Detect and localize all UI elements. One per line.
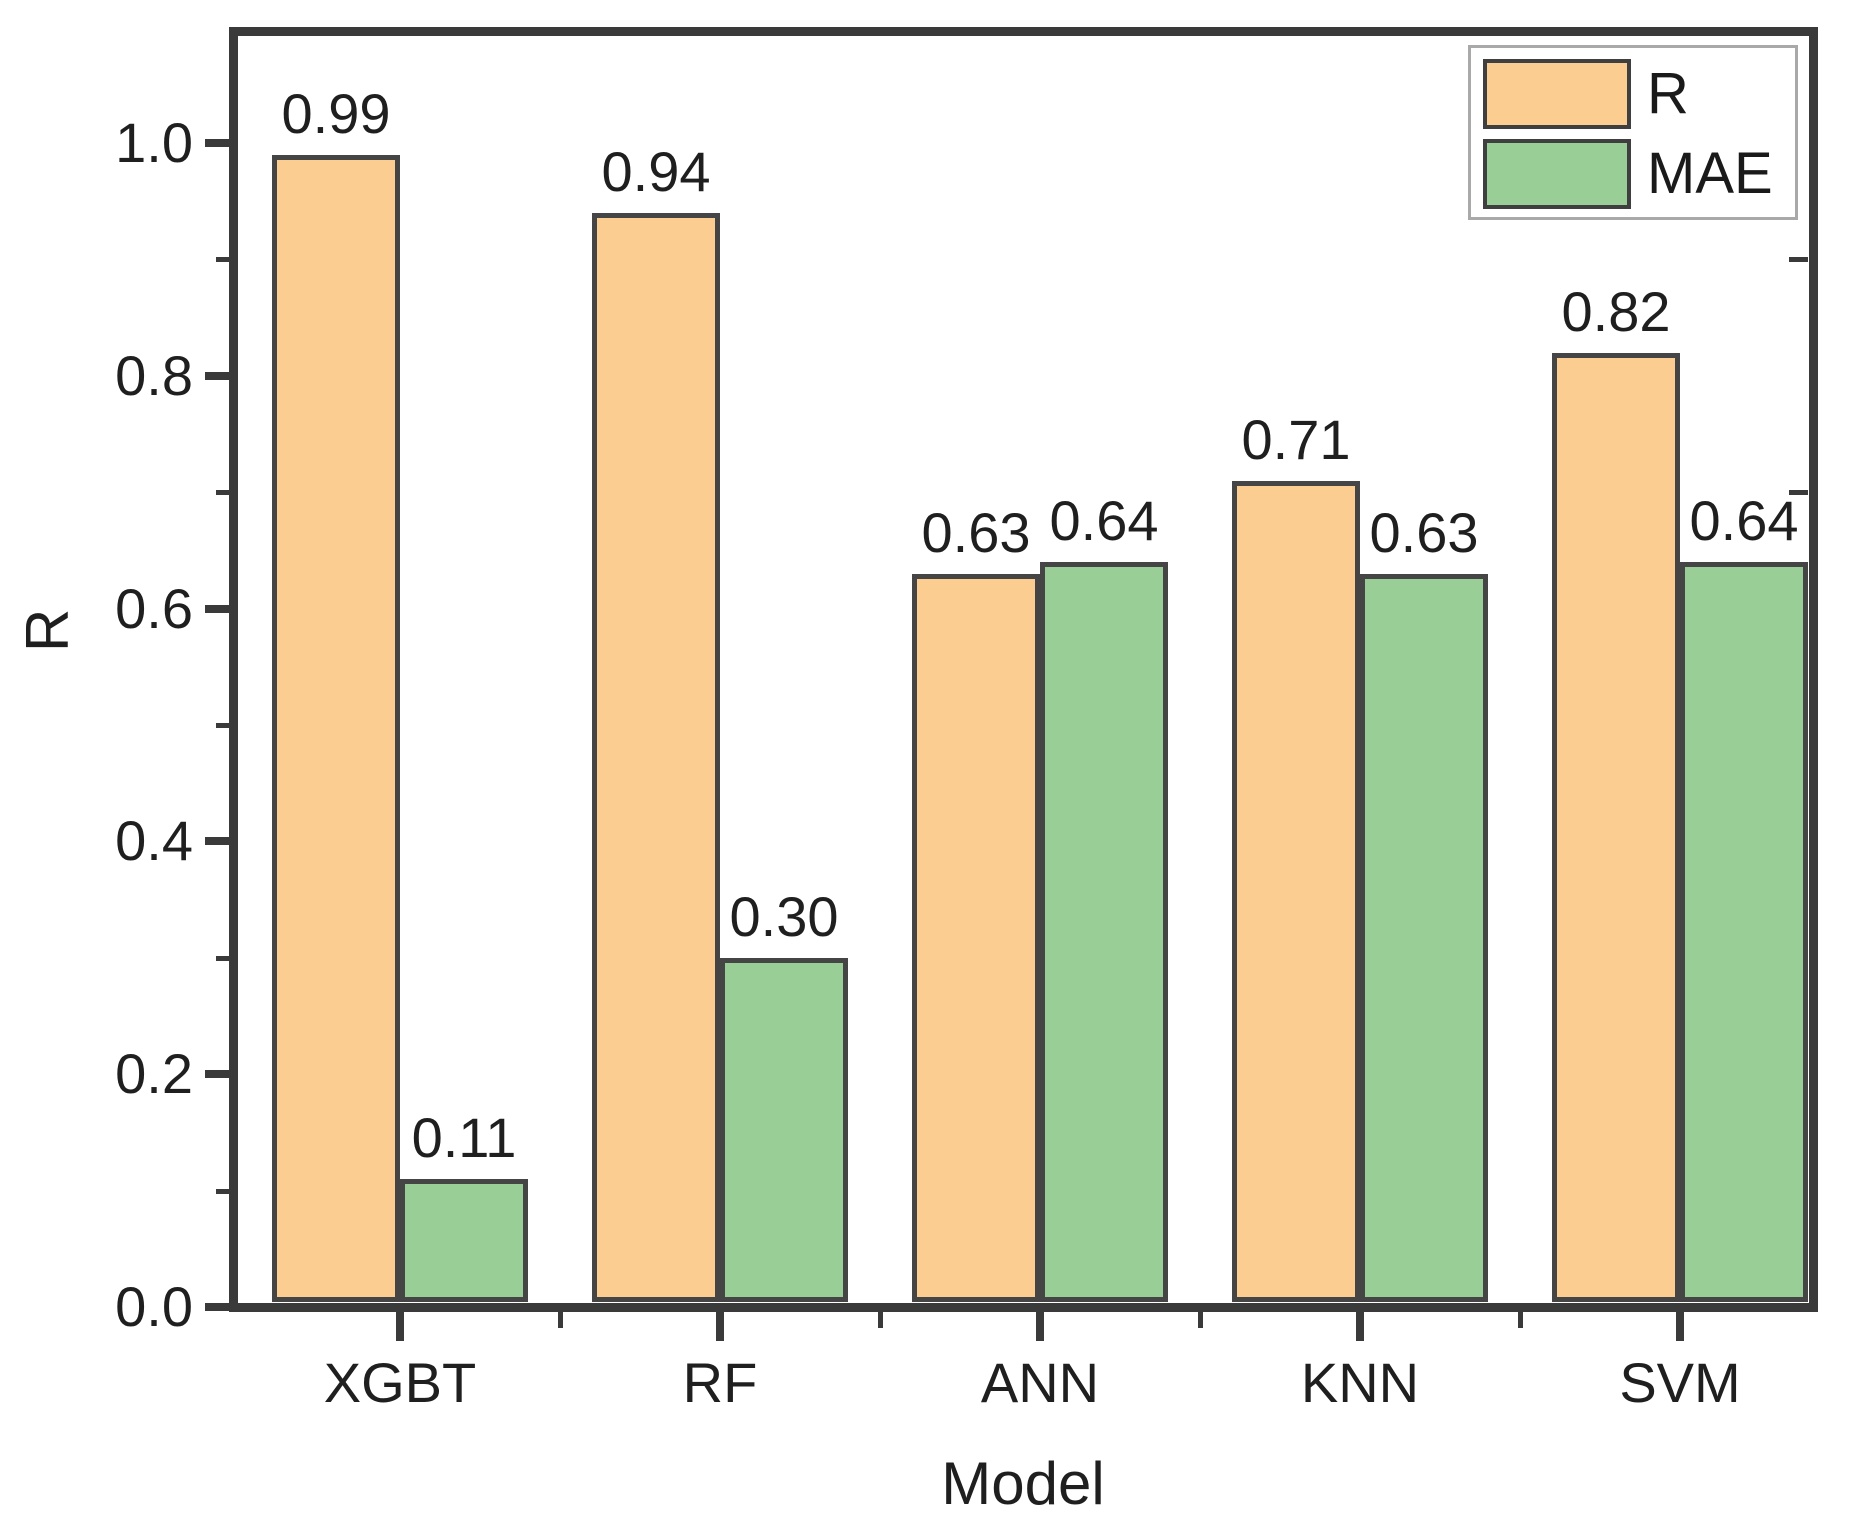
y-tick-label: 0.2 bbox=[115, 1042, 193, 1105]
bar-value-label: 0.64 bbox=[1689, 489, 1799, 552]
bar-value-label: 0.82 bbox=[1561, 280, 1671, 343]
legend: R MAE bbox=[1468, 45, 1798, 220]
bar-value-label: 0.71 bbox=[1241, 408, 1351, 471]
bar-mae-knn bbox=[1360, 574, 1488, 1302]
bar-value-label: 0.63 bbox=[1369, 501, 1479, 564]
bar-r-ann bbox=[912, 574, 1040, 1302]
x-tick-label: SVM bbox=[1619, 1351, 1741, 1414]
y-minor-tick-right bbox=[1789, 257, 1808, 262]
x-minor-tick bbox=[558, 1311, 563, 1328]
y-major-tick bbox=[205, 139, 234, 147]
legend-swatch-r-icon bbox=[1483, 59, 1631, 129]
x-tick-label: XGBT bbox=[323, 1351, 477, 1414]
bar-value-label: 0.11 bbox=[411, 1106, 517, 1169]
bar-value-label: 0.30 bbox=[729, 885, 839, 948]
legend-swatch-mae-icon bbox=[1483, 139, 1631, 209]
legend-label-r: R bbox=[1647, 61, 1689, 126]
x-axis-title: Model bbox=[941, 1450, 1105, 1517]
y-axis-title: R bbox=[14, 608, 81, 652]
x-major-tick bbox=[1356, 1311, 1364, 1341]
x-major-tick bbox=[1036, 1311, 1044, 1341]
bar-value-label: 0.64 bbox=[1049, 489, 1159, 552]
y-major-tick bbox=[205, 1070, 234, 1078]
y-major-tick bbox=[205, 1303, 234, 1311]
y-tick-label: 0.8 bbox=[115, 344, 193, 407]
bar-value-label: 0.99 bbox=[281, 82, 391, 145]
x-minor-tick bbox=[1518, 1311, 1523, 1328]
y-tick-label: 0.6 bbox=[115, 577, 193, 640]
bar-mae-rf bbox=[720, 958, 848, 1302]
y-tick-label: 1.0 bbox=[115, 111, 193, 174]
legend-item-r: R bbox=[1483, 58, 1689, 130]
bar-r-rf bbox=[592, 213, 720, 1302]
bar-mae-ann bbox=[1040, 562, 1168, 1302]
x-major-tick bbox=[716, 1311, 724, 1341]
x-major-tick bbox=[1676, 1311, 1684, 1341]
bar-mae-xgbt bbox=[400, 1179, 528, 1302]
x-tick-label: ANN bbox=[980, 1351, 1100, 1414]
y-tick-label: 0.4 bbox=[115, 809, 193, 872]
y-minor-tick bbox=[216, 723, 234, 728]
x-minor-tick bbox=[1198, 1311, 1203, 1328]
x-tick-label: KNN bbox=[1300, 1351, 1420, 1414]
y-tick-label: 0.0 bbox=[115, 1275, 193, 1338]
x-major-tick bbox=[396, 1311, 404, 1341]
legend-label-mae: MAE bbox=[1647, 141, 1773, 206]
x-tick-label: RF bbox=[682, 1351, 758, 1414]
bar-r-svm bbox=[1552, 353, 1680, 1302]
x-minor-tick bbox=[878, 1311, 883, 1328]
y-major-tick bbox=[205, 605, 234, 613]
bar-value-label: 0.63 bbox=[921, 501, 1031, 564]
y-minor-tick bbox=[216, 490, 234, 495]
y-minor-tick-right bbox=[1789, 490, 1808, 495]
legend-item-mae: MAE bbox=[1483, 138, 1773, 210]
y-major-tick bbox=[205, 372, 234, 380]
y-minor-tick bbox=[216, 1189, 234, 1194]
y-major-tick bbox=[205, 837, 234, 845]
y-minor-tick bbox=[216, 956, 234, 961]
bar-r-knn bbox=[1232, 481, 1360, 1302]
y-minor-tick bbox=[216, 257, 234, 262]
bar-mae-svm bbox=[1680, 562, 1808, 1302]
bar-r-xgbt bbox=[272, 155, 400, 1302]
bar-value-label: 0.94 bbox=[601, 140, 711, 203]
